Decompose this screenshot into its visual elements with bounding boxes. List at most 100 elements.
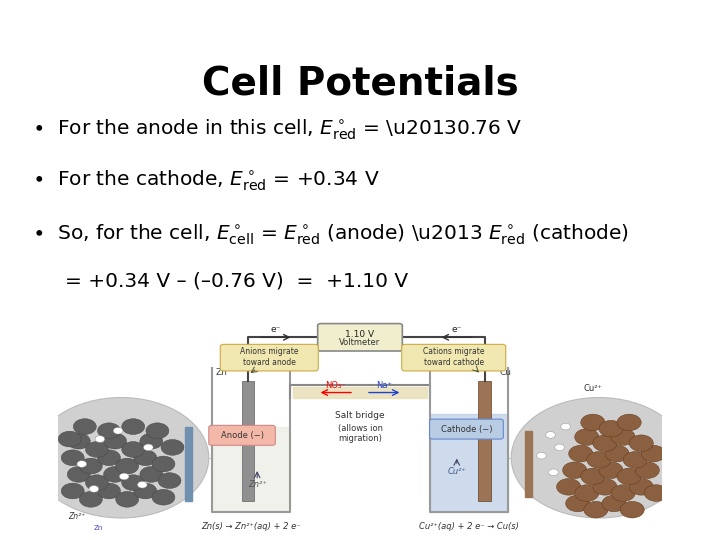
Text: Zn: Zn [216, 368, 228, 377]
Circle shape [620, 501, 644, 518]
Polygon shape [430, 414, 508, 512]
FancyBboxPatch shape [318, 323, 402, 351]
Text: Cu: Cu [499, 368, 511, 377]
FancyBboxPatch shape [220, 345, 318, 371]
Circle shape [86, 475, 109, 490]
Circle shape [58, 431, 81, 447]
Circle shape [158, 472, 181, 489]
Text: $\bullet$  For the anode in this cell, $E^\circ_{\rm red}$ = \u20130.76 V: $\bullet$ For the anode in this cell, $E… [32, 117, 523, 142]
Text: Cations migrate
toward cathode: Cations migrate toward cathode [423, 347, 485, 367]
Circle shape [89, 485, 99, 492]
Circle shape [61, 450, 84, 465]
Polygon shape [294, 387, 426, 397]
Circle shape [116, 458, 139, 474]
Text: Zn²⁺: Zn²⁺ [68, 512, 86, 521]
Circle shape [73, 418, 96, 435]
Circle shape [113, 428, 123, 434]
Circle shape [566, 495, 590, 512]
Circle shape [511, 397, 687, 518]
Circle shape [116, 491, 139, 507]
Text: Zn: Zn [94, 525, 103, 531]
FancyBboxPatch shape [402, 345, 505, 371]
Circle shape [67, 467, 90, 482]
Circle shape [122, 475, 145, 490]
Text: migration): migration) [338, 434, 382, 443]
Text: Cell Potentials: Cell Potentials [202, 65, 518, 103]
Text: e⁻: e⁻ [451, 325, 462, 334]
Bar [184, 427, 192, 501]
Circle shape [602, 495, 626, 512]
Circle shape [575, 485, 599, 501]
Circle shape [587, 451, 611, 468]
Circle shape [581, 468, 605, 485]
Circle shape [104, 467, 127, 482]
Circle shape [122, 442, 145, 457]
Circle shape [79, 458, 102, 474]
Circle shape [629, 435, 653, 451]
Circle shape [569, 446, 593, 462]
Circle shape [593, 478, 617, 495]
Circle shape [642, 446, 665, 462]
Text: (allows ion: (allows ion [338, 424, 382, 433]
Circle shape [140, 467, 163, 482]
Text: Cu²⁺(aq) + 2 e⁻ → Cu(s): Cu²⁺(aq) + 2 e⁻ → Cu(s) [419, 522, 519, 531]
Circle shape [97, 483, 120, 499]
Circle shape [67, 433, 90, 449]
Text: Anions migrate
toward anode: Anions migrate toward anode [240, 347, 299, 367]
Circle shape [122, 418, 145, 435]
Text: 1.10 V: 1.10 V [346, 330, 374, 339]
Circle shape [623, 451, 647, 468]
Circle shape [617, 414, 642, 431]
Circle shape [644, 485, 668, 501]
Text: Salt bridge: Salt bridge [336, 411, 384, 420]
Circle shape [629, 478, 653, 495]
Circle shape [536, 453, 546, 459]
Circle shape [120, 473, 129, 480]
Text: Voltmeter: Voltmeter [339, 338, 381, 347]
Text: $\bullet$  For the cathode, $E^\circ_{\rm red}$ = +0.34 V: $\bullet$ For the cathode, $E^\circ_{\rm… [32, 168, 380, 193]
Circle shape [635, 462, 660, 478]
Circle shape [95, 436, 105, 442]
Circle shape [581, 414, 605, 431]
Circle shape [134, 450, 157, 465]
Text: NO₃⁻: NO₃⁻ [325, 381, 346, 390]
Circle shape [557, 478, 581, 495]
Circle shape [140, 433, 163, 449]
Circle shape [561, 423, 570, 430]
Circle shape [599, 420, 623, 437]
Circle shape [152, 456, 175, 472]
Circle shape [593, 435, 617, 451]
FancyBboxPatch shape [209, 426, 275, 446]
Polygon shape [212, 427, 290, 512]
Circle shape [599, 462, 623, 478]
Circle shape [86, 442, 109, 457]
Circle shape [143, 444, 153, 451]
Circle shape [33, 397, 209, 518]
Circle shape [546, 431, 555, 438]
Circle shape [146, 423, 169, 438]
Circle shape [152, 489, 175, 505]
Text: Na⁺: Na⁺ [376, 381, 392, 390]
Circle shape [611, 485, 635, 501]
Circle shape [549, 469, 559, 476]
Circle shape [617, 468, 642, 485]
Circle shape [61, 483, 84, 499]
Text: Cu²⁺: Cu²⁺ [447, 467, 467, 476]
Text: Zn(s) → Zn²⁺(aq) + 2 e⁻: Zn(s) → Zn²⁺(aq) + 2 e⁻ [202, 522, 301, 531]
Bar [478, 381, 491, 501]
Circle shape [79, 491, 102, 507]
Circle shape [97, 450, 120, 465]
Text: = +0.34 V – (–0.76 V)  =  +1.10 V: = +0.34 V – (–0.76 V) = +1.10 V [65, 271, 408, 291]
Text: Anode (−): Anode (−) [220, 431, 264, 440]
Circle shape [554, 444, 564, 451]
Circle shape [562, 462, 587, 478]
Bar [524, 431, 532, 497]
Text: e⁻: e⁻ [270, 325, 281, 334]
Text: Zn²⁺: Zn²⁺ [248, 480, 266, 489]
Circle shape [584, 501, 608, 518]
FancyBboxPatch shape [430, 419, 503, 439]
Circle shape [134, 483, 157, 499]
Bar [242, 381, 254, 501]
Circle shape [138, 482, 147, 488]
Circle shape [104, 433, 127, 449]
